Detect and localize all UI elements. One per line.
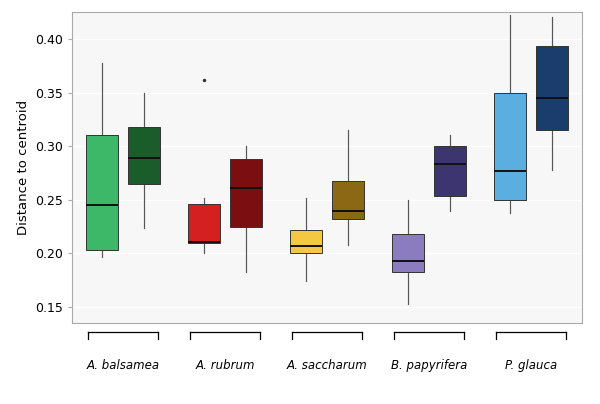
Y-axis label: Distance to centroid: Distance to centroid <box>17 100 29 235</box>
Bar <box>86 135 118 250</box>
Bar <box>290 230 322 253</box>
Bar <box>128 127 160 184</box>
Text: A. saccharum: A. saccharum <box>287 359 367 372</box>
Text: A. balsamea: A. balsamea <box>86 359 160 372</box>
Bar <box>392 234 424 272</box>
Bar <box>536 46 568 130</box>
Bar <box>230 159 262 227</box>
Text: B. papyrifera: B. papyrifera <box>391 359 467 372</box>
Bar <box>188 204 220 243</box>
Text: A. rubrum: A. rubrum <box>195 359 255 372</box>
Text: P. glauca: P. glauca <box>505 359 557 372</box>
Bar <box>494 93 526 200</box>
Bar <box>332 181 364 219</box>
Bar <box>434 146 466 196</box>
